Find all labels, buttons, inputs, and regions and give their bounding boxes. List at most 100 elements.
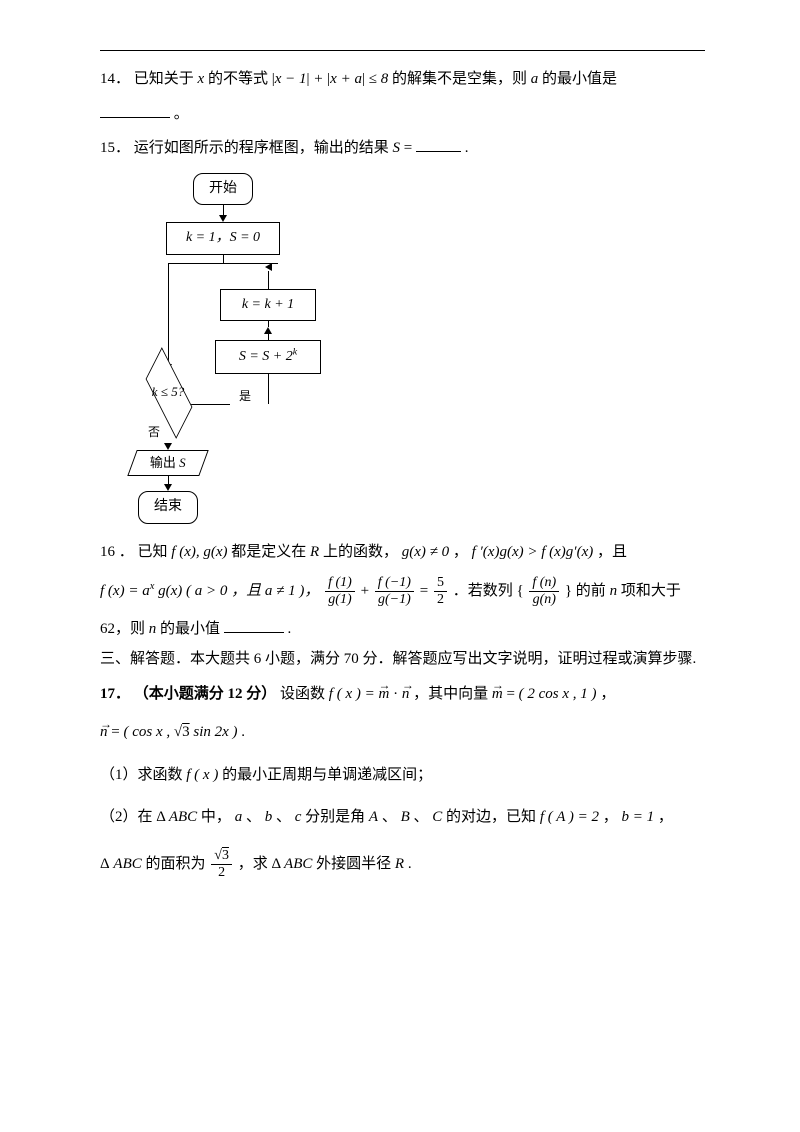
q16-t5: ，且 <box>597 544 627 560</box>
flow-init-label: k = 1，S = 0 <box>186 230 260 245</box>
q16-frac4-num: f (n) <box>529 575 559 591</box>
q17-ABC: ABC <box>169 809 197 825</box>
q17-p2-t4: 的对边，已知 <box>446 809 540 825</box>
flow-lv1 <box>268 271 269 289</box>
flow-no: 否 <box>148 421 160 444</box>
q17-dot: · <box>393 686 402 702</box>
q16-t3: 上的函数， <box>323 544 398 560</box>
flow-yes: 是 <box>239 385 251 408</box>
q17-p2-s4: 、 <box>414 809 433 825</box>
q16-l3b: n <box>149 621 157 637</box>
flow-loop: k = k + 1 S = S + 2k 是 <box>208 263 328 408</box>
q16-plus: + <box>361 583 373 599</box>
q17-n: n <box>402 686 410 702</box>
q15-t3: . <box>465 140 469 156</box>
q17-ll-e: ABC <box>284 856 312 872</box>
section3-title: 三、解答题．本大题共 6 小题，满分 70 分．解答题应写出文字说明，证明过程或… <box>100 645 705 674</box>
q16-R: R <box>310 544 319 560</box>
q15-t1: 运行如图所示的程序框图，输出的结果 <box>134 140 393 156</box>
q17-R: R <box>395 856 404 872</box>
q17-area-den: 2 <box>211 865 232 880</box>
flow-v1 <box>223 205 224 215</box>
q17-p2-s3: 、 <box>382 809 401 825</box>
flow-output-var: S <box>179 455 186 470</box>
flow-merge <box>118 263 218 264</box>
q16-line3: 62，则 n 的最小值 . <box>100 615 705 644</box>
q16-line2: f (x) = ax g(x) ( a > 0 ，且 a ≠ 1 )， f (1… <box>100 573 705 609</box>
q17-t1: 设函数 <box>280 686 329 702</box>
q17-m2: m <box>492 686 503 702</box>
q17-l2-val: ( cos x , √3 sin 2x ) <box>123 724 237 740</box>
q14-number: 14． <box>100 71 130 87</box>
q17-p2-t3: 分别是角 <box>305 809 369 825</box>
q16-frac4-den: g(n) <box>529 592 559 607</box>
q17-area-frac: √3 2 <box>211 848 232 880</box>
q17-eq: = <box>506 686 518 702</box>
q17-b: b <box>265 809 273 825</box>
q17-fx: f ( x ) = <box>329 686 379 702</box>
q17-ll-b: ABC <box>113 856 141 872</box>
q14-a: a <box>531 71 539 87</box>
q17-p2-a: （2）在 Δ <box>100 809 165 825</box>
q15: 15． 运行如图所示的程序框图，输出的结果 S = . <box>100 134 705 163</box>
flow-cond: k ≤ 5? <box>123 371 213 415</box>
q16-n: n <box>610 583 618 599</box>
q17-m: m <box>378 686 389 702</box>
q15-t2: = <box>404 140 416 156</box>
q14-t4: 的最小值是 <box>542 71 617 87</box>
q15-number: 15． <box>100 140 130 156</box>
flowchart: 开始 k = 1，S = 0 k ≤ 5? 否 <box>118 173 328 525</box>
q14-t5: 。 <box>174 106 189 122</box>
flow-output: 输出 S <box>127 450 208 476</box>
flow-start-label: 开始 <box>209 181 237 196</box>
q16-l2a-base: f (x) = a <box>100 583 150 599</box>
flow-inc-label: k = k + 1 <box>242 297 294 312</box>
q16-frac3: 5 2 <box>434 575 447 607</box>
flow-loop-arrow <box>265 263 272 271</box>
q16-blank <box>224 617 284 633</box>
q17-area-num: √3 <box>211 848 232 864</box>
q16-frac2: f (−1) g(−1) <box>375 575 414 607</box>
q17-p1-fx: f ( x ) <box>186 767 218 783</box>
q17-l2-valb: sin 2x ) <box>190 724 238 740</box>
q17-l2-n: n <box>100 724 108 740</box>
flow-cond-label-wrap: k ≤ 5? <box>123 371 213 415</box>
q17-ll-c: 的面积为 <box>146 856 210 872</box>
page: 14． 已知关于 x 的不等式 |x − 1| + |x + a| ≤ 8 的解… <box>0 0 800 1132</box>
flow-init: k = 1，S = 0 <box>166 222 280 255</box>
q16: 16 ． 已知 f (x), g(x) 都是定义在 R 上的函数， g(x) ≠… <box>100 538 705 567</box>
q17-l2-end: . <box>241 724 245 740</box>
q17-head: （本小题满分 12 分） <box>134 686 277 702</box>
q17-cond1: f ( A ) = 2 <box>540 809 599 825</box>
q16-t4: ， <box>453 544 472 560</box>
q16-frac1-den: g(1) <box>325 592 355 607</box>
q16-frac1-num: f (1) <box>325 575 355 591</box>
q17-B: B <box>401 809 410 825</box>
flow-inc: k = k + 1 <box>220 289 316 322</box>
q16-frac2-den: g(−1) <box>375 592 414 607</box>
q16-t7: } 的前 <box>565 583 610 599</box>
q17-p1-a: （1）求函数 <box>100 767 186 783</box>
flow-left-col: 开始 k = 1，S = 0 k ≤ 5? 否 <box>118 173 328 525</box>
q15-blank <box>416 136 461 152</box>
q17-t3: ， <box>600 686 615 702</box>
q17-t2: ，其中向量 <box>413 686 492 702</box>
q17-mval: ( 2 cos x , 1 ) <box>519 686 597 702</box>
q17-a: a <box>235 809 243 825</box>
flow-acc: S = S + 2k <box>215 340 321 373</box>
q17-p1: （1）求函数 f ( x ) 的最小正周期与单调递减区间； <box>100 761 705 790</box>
flow-acc-sup: k <box>293 346 297 357</box>
flow-v5 <box>168 476 169 484</box>
q17-ll-d: ，求 Δ <box>238 856 281 872</box>
q16-l3c: 的最小值 <box>160 621 220 637</box>
flow-a1 <box>219 215 227 222</box>
q17-p2-s2: 、 <box>276 809 295 825</box>
q14-ineq: |x − 1| + |x + a| ≤ 8 <box>272 71 388 87</box>
q16-frac1: f (1) g(1) <box>325 575 355 607</box>
q17-l2-sqrt: 3 <box>182 724 190 740</box>
flow-lv3 <box>268 374 269 404</box>
q16-number: 16 ． <box>100 544 134 560</box>
q16-frac2-num: f (−1) <box>375 575 414 591</box>
q16-l3d: . <box>288 621 292 637</box>
q14-x: x <box>198 71 205 87</box>
